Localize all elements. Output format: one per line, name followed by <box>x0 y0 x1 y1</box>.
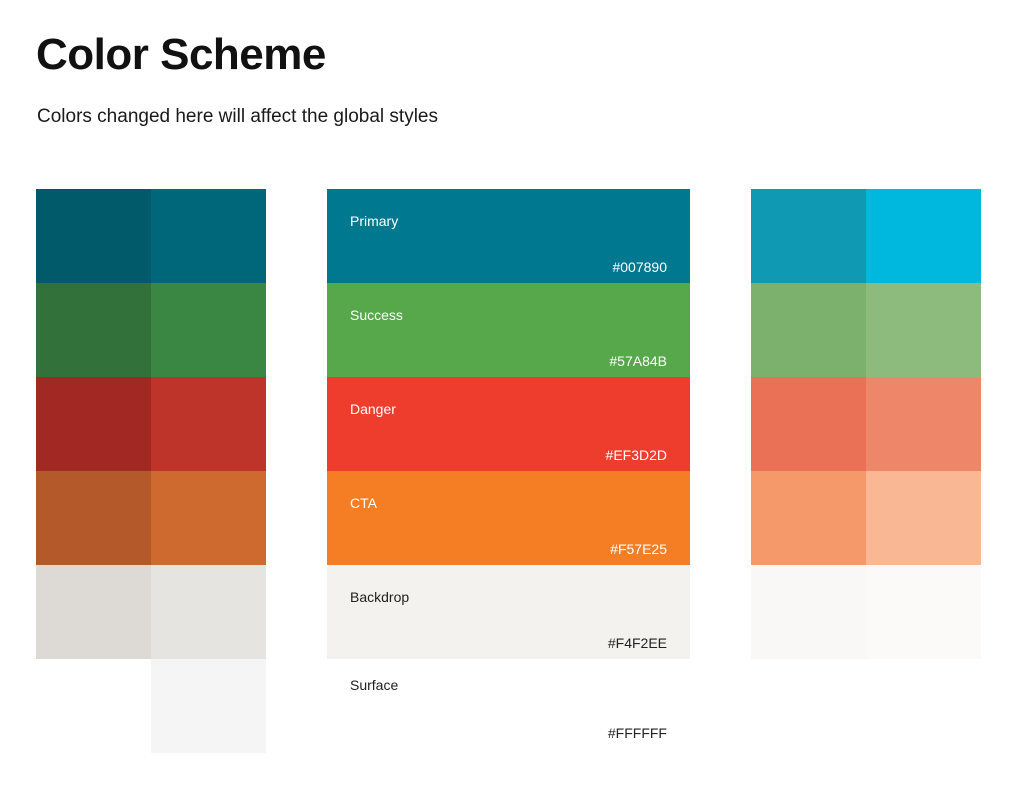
tint-swatch-primary-light[interactable] <box>866 189 981 283</box>
tint-swatch-success-medium[interactable] <box>751 283 866 377</box>
tint-swatch-cta-medium[interactable] <box>751 471 866 565</box>
tint-swatch-cta-light[interactable] <box>866 471 981 565</box>
shade-swatch-surface-medium[interactable] <box>151 659 266 753</box>
shade-swatch-success-medium[interactable] <box>151 283 266 377</box>
shade-swatch-primary-dark[interactable] <box>36 189 151 283</box>
shade-swatch-backdrop-dark[interactable] <box>36 565 151 659</box>
shade-swatch-cta-medium[interactable] <box>151 471 266 565</box>
swatch-backdrop[interactable]: Backdrop #F4F2EE <box>327 565 690 659</box>
swatch-surface-hex: #FFFFFF <box>607 725 667 741</box>
swatch-success-hex: #57A84B <box>609 353 667 369</box>
tint-swatch-primary-medium[interactable] <box>751 189 866 283</box>
shade-swatch-backdrop-medium[interactable] <box>151 565 266 659</box>
swatch-danger-hex: #EF3D2D <box>605 447 667 463</box>
swatch-cta[interactable]: CTA #F57E25 <box>327 471 690 565</box>
swatch-surface[interactable]: Surface #FFFFFF <box>327 659 690 753</box>
swatch-danger-name: Danger <box>350 401 396 417</box>
shade-swatch-primary-medium[interactable] <box>151 189 266 283</box>
swatch-success[interactable]: Success #57A84B <box>327 283 690 377</box>
tint-swatch-danger-light[interactable] <box>866 377 981 471</box>
tint-swatch-backdrop-medium[interactable] <box>751 565 866 659</box>
swatch-surface-name: Surface <box>350 677 399 693</box>
shade-swatch-danger-medium[interactable] <box>151 377 266 471</box>
tint-swatch-success-light[interactable] <box>866 283 981 377</box>
swatch-primary-name: Primary <box>350 213 399 229</box>
main-palette: Primary #007890 Success #57A84B Danger #… <box>327 189 690 753</box>
shade-swatch-success-dark[interactable] <box>36 283 151 377</box>
tint-swatch-danger-medium[interactable] <box>751 377 866 471</box>
swatch-primary-hex: #007890 <box>612 259 667 275</box>
swatch-primary[interactable]: Primary #007890 <box>327 189 690 283</box>
swatch-cta-hex: #F57E25 <box>610 541 667 557</box>
swatch-cta-name: CTA <box>350 495 377 511</box>
shade-swatch-cta-dark[interactable] <box>36 471 151 565</box>
shades-palette <box>36 189 266 753</box>
page-title: Color Scheme <box>36 30 326 79</box>
swatch-success-name: Success <box>350 307 403 323</box>
swatch-backdrop-name: Backdrop <box>350 589 410 605</box>
swatch-danger[interactable]: Danger #EF3D2D <box>327 377 690 471</box>
shade-swatch-danger-dark[interactable] <box>36 377 151 471</box>
tints-palette <box>751 189 981 659</box>
shade-swatch-surface-dark <box>36 659 151 753</box>
page-subtitle: Colors changed here will affect the glob… <box>37 106 438 127</box>
tint-swatch-backdrop-light[interactable] <box>866 565 981 659</box>
swatch-backdrop-hex: #F4F2EE <box>607 635 667 651</box>
